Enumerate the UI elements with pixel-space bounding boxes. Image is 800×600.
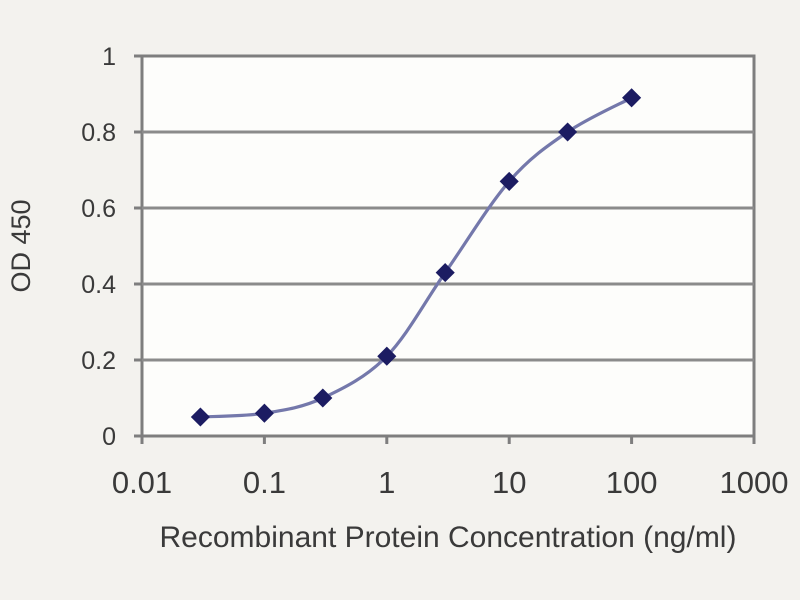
y-tick-label: 0.6: [81, 195, 116, 223]
y-axis-title: OD 450: [6, 199, 36, 292]
x-tick-label: 0.1: [243, 465, 286, 500]
data-point-marker: [190, 407, 210, 427]
series-line: [200, 96, 633, 419]
y-tick-label: 0: [102, 423, 116, 451]
x-tick-label: 1: [378, 465, 395, 500]
plot-area-border: [140, 54, 756, 438]
y-tick-label: 0.4: [81, 271, 116, 299]
data-point-marker: [558, 122, 578, 142]
x-axis-title: Recombinant Protein Concentration (ng/ml…: [160, 521, 737, 554]
y-tick-label: 0.8: [81, 119, 116, 147]
y-tick-label: 0.2: [81, 347, 116, 375]
data-point-marker: [377, 346, 397, 366]
data-point-marker: [435, 263, 455, 283]
x-tick-label: 10: [492, 465, 526, 500]
gridlines: [142, 130, 754, 362]
data-series: [190, 88, 642, 427]
data-point-marker: [622, 88, 642, 108]
y-tick-label: 1: [102, 43, 116, 71]
data-point-marker: [254, 403, 274, 423]
axis-ticks: [134, 54, 756, 444]
x-tick-label: 1000: [720, 465, 789, 500]
data-point-marker: [499, 171, 519, 191]
x-tick-label: 100: [606, 465, 658, 500]
data-point-marker: [313, 388, 333, 408]
x-tick-label: 0.01: [112, 465, 172, 500]
axis-tick-labels: 0 0.2 0.4 0.6 0.8 1 0.01 0.1 1 10 100 1000: [81, 43, 788, 500]
